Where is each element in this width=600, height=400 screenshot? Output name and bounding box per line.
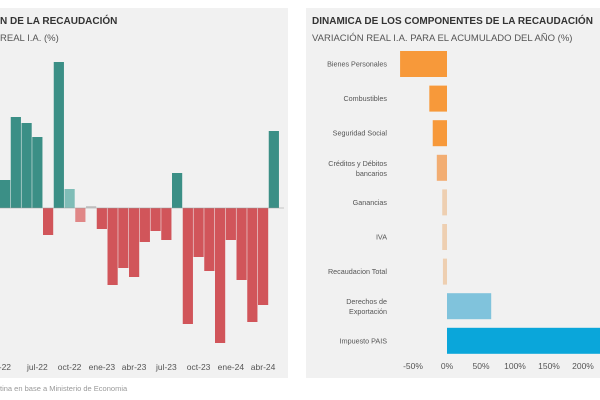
x-tick-label: 100% <box>504 361 526 371</box>
x-tick-label: oct-23 <box>187 362 211 372</box>
bar-ene-24 <box>225 208 236 240</box>
bar-créditos-y-débitos-bancarios <box>436 154 447 181</box>
bar-ago-23 <box>172 173 183 208</box>
bar-seguridad-social <box>432 120 447 147</box>
right-chart-subtitle: VARIACIÓN REAL I.A. PARA EL ACUMULADO DE… <box>312 33 573 44</box>
bar-abr-23 <box>129 208 140 277</box>
bar-jul-22 <box>32 137 43 208</box>
x-tick-label: ene-23 <box>89 362 116 372</box>
x-tick-label: ene-24 <box>218 362 245 372</box>
bar-nov-22 <box>75 208 86 222</box>
x-tick-label: abr-23 <box>122 362 147 372</box>
category-label: IVA <box>376 233 387 242</box>
x-tick-label: oct-22 <box>58 362 82 372</box>
bar-may-24 <box>268 131 279 208</box>
bar-bienes-personales <box>400 51 447 77</box>
bar-nov-23 <box>204 208 215 271</box>
right-chart-title: DINAMICA DE LOS COMPONENTES DE LA RECAUD… <box>312 16 593 27</box>
bar-iva <box>442 224 447 250</box>
category-label: Ganancias <box>353 198 388 207</box>
category-label: Bienes Personales <box>327 60 387 69</box>
bar-jun-22 <box>21 123 32 208</box>
bar-abr-22 <box>0 180 11 208</box>
category-label: Recaudacion Total <box>328 267 387 276</box>
bar-ene-23 <box>96 208 107 229</box>
bar-mar-24 <box>247 208 258 322</box>
left-chart-subtitle: REAL I.A. (%) <box>0 33 59 44</box>
bar-ganancias <box>442 189 447 216</box>
bar-derechos-de-exportación <box>447 293 492 320</box>
bar-mar-23 <box>118 208 129 268</box>
x-tick-label: or-22 <box>0 362 11 372</box>
x-tick-label: 50% <box>472 361 489 371</box>
bar-impuesto-pais <box>447 327 600 354</box>
bar-oct-23 <box>193 208 204 257</box>
components-chart: Bienes Personales Combustibles Seguridad S… <box>327 51 600 371</box>
bar-combustibles <box>429 85 447 112</box>
bar-sep-23 <box>182 208 193 324</box>
monthly-variation-chart: or-22 jul-22 oct-22 ene-23 abr-23 jul-23 oct-2… <box>0 62 284 372</box>
bar-sep-22 <box>53 62 64 208</box>
bar-may-23 <box>139 208 150 242</box>
x-tick-label: 0% <box>441 361 454 371</box>
bar-ago-22 <box>43 208 54 235</box>
bar-abr-24 <box>258 208 269 305</box>
source-note: tina en base a Ministerio de Economia <box>0 384 128 393</box>
left-chart-title: N DE LA RECAUDACIÓN <box>0 16 118 27</box>
bar-jul-23 <box>161 208 172 240</box>
category-label: Créditos y Débitos bancarios <box>328 159 387 178</box>
category-label: Derechos de Exportación <box>346 297 387 316</box>
category-label: Combustibles <box>343 94 387 103</box>
category-label: Seguridad Social <box>333 129 388 138</box>
bar-feb-24 <box>236 208 247 280</box>
x-tick-label: jul-22 <box>26 362 48 372</box>
x-tick-label: 150% <box>538 361 560 371</box>
x-tick-label: 200% <box>572 361 594 371</box>
x-tick-label: -50% <box>403 361 423 371</box>
bar-feb-23 <box>107 208 118 285</box>
bar-jun-23 <box>150 208 161 231</box>
bar-may-22 <box>10 117 21 208</box>
bar-dic-23 <box>215 208 226 343</box>
x-tick-label: jul-23 <box>155 362 177 372</box>
left-chart-panel: N DE LA RECAUDACIÓN REAL I.A. (%) <box>0 8 288 378</box>
x-tick-label: abr-24 <box>251 362 276 372</box>
bar-dic-22 <box>86 206 97 208</box>
category-label: Impuesto PAIS <box>340 336 388 345</box>
bar-recaudacion-total <box>442 258 447 285</box>
bar-oct-22 <box>64 189 75 208</box>
